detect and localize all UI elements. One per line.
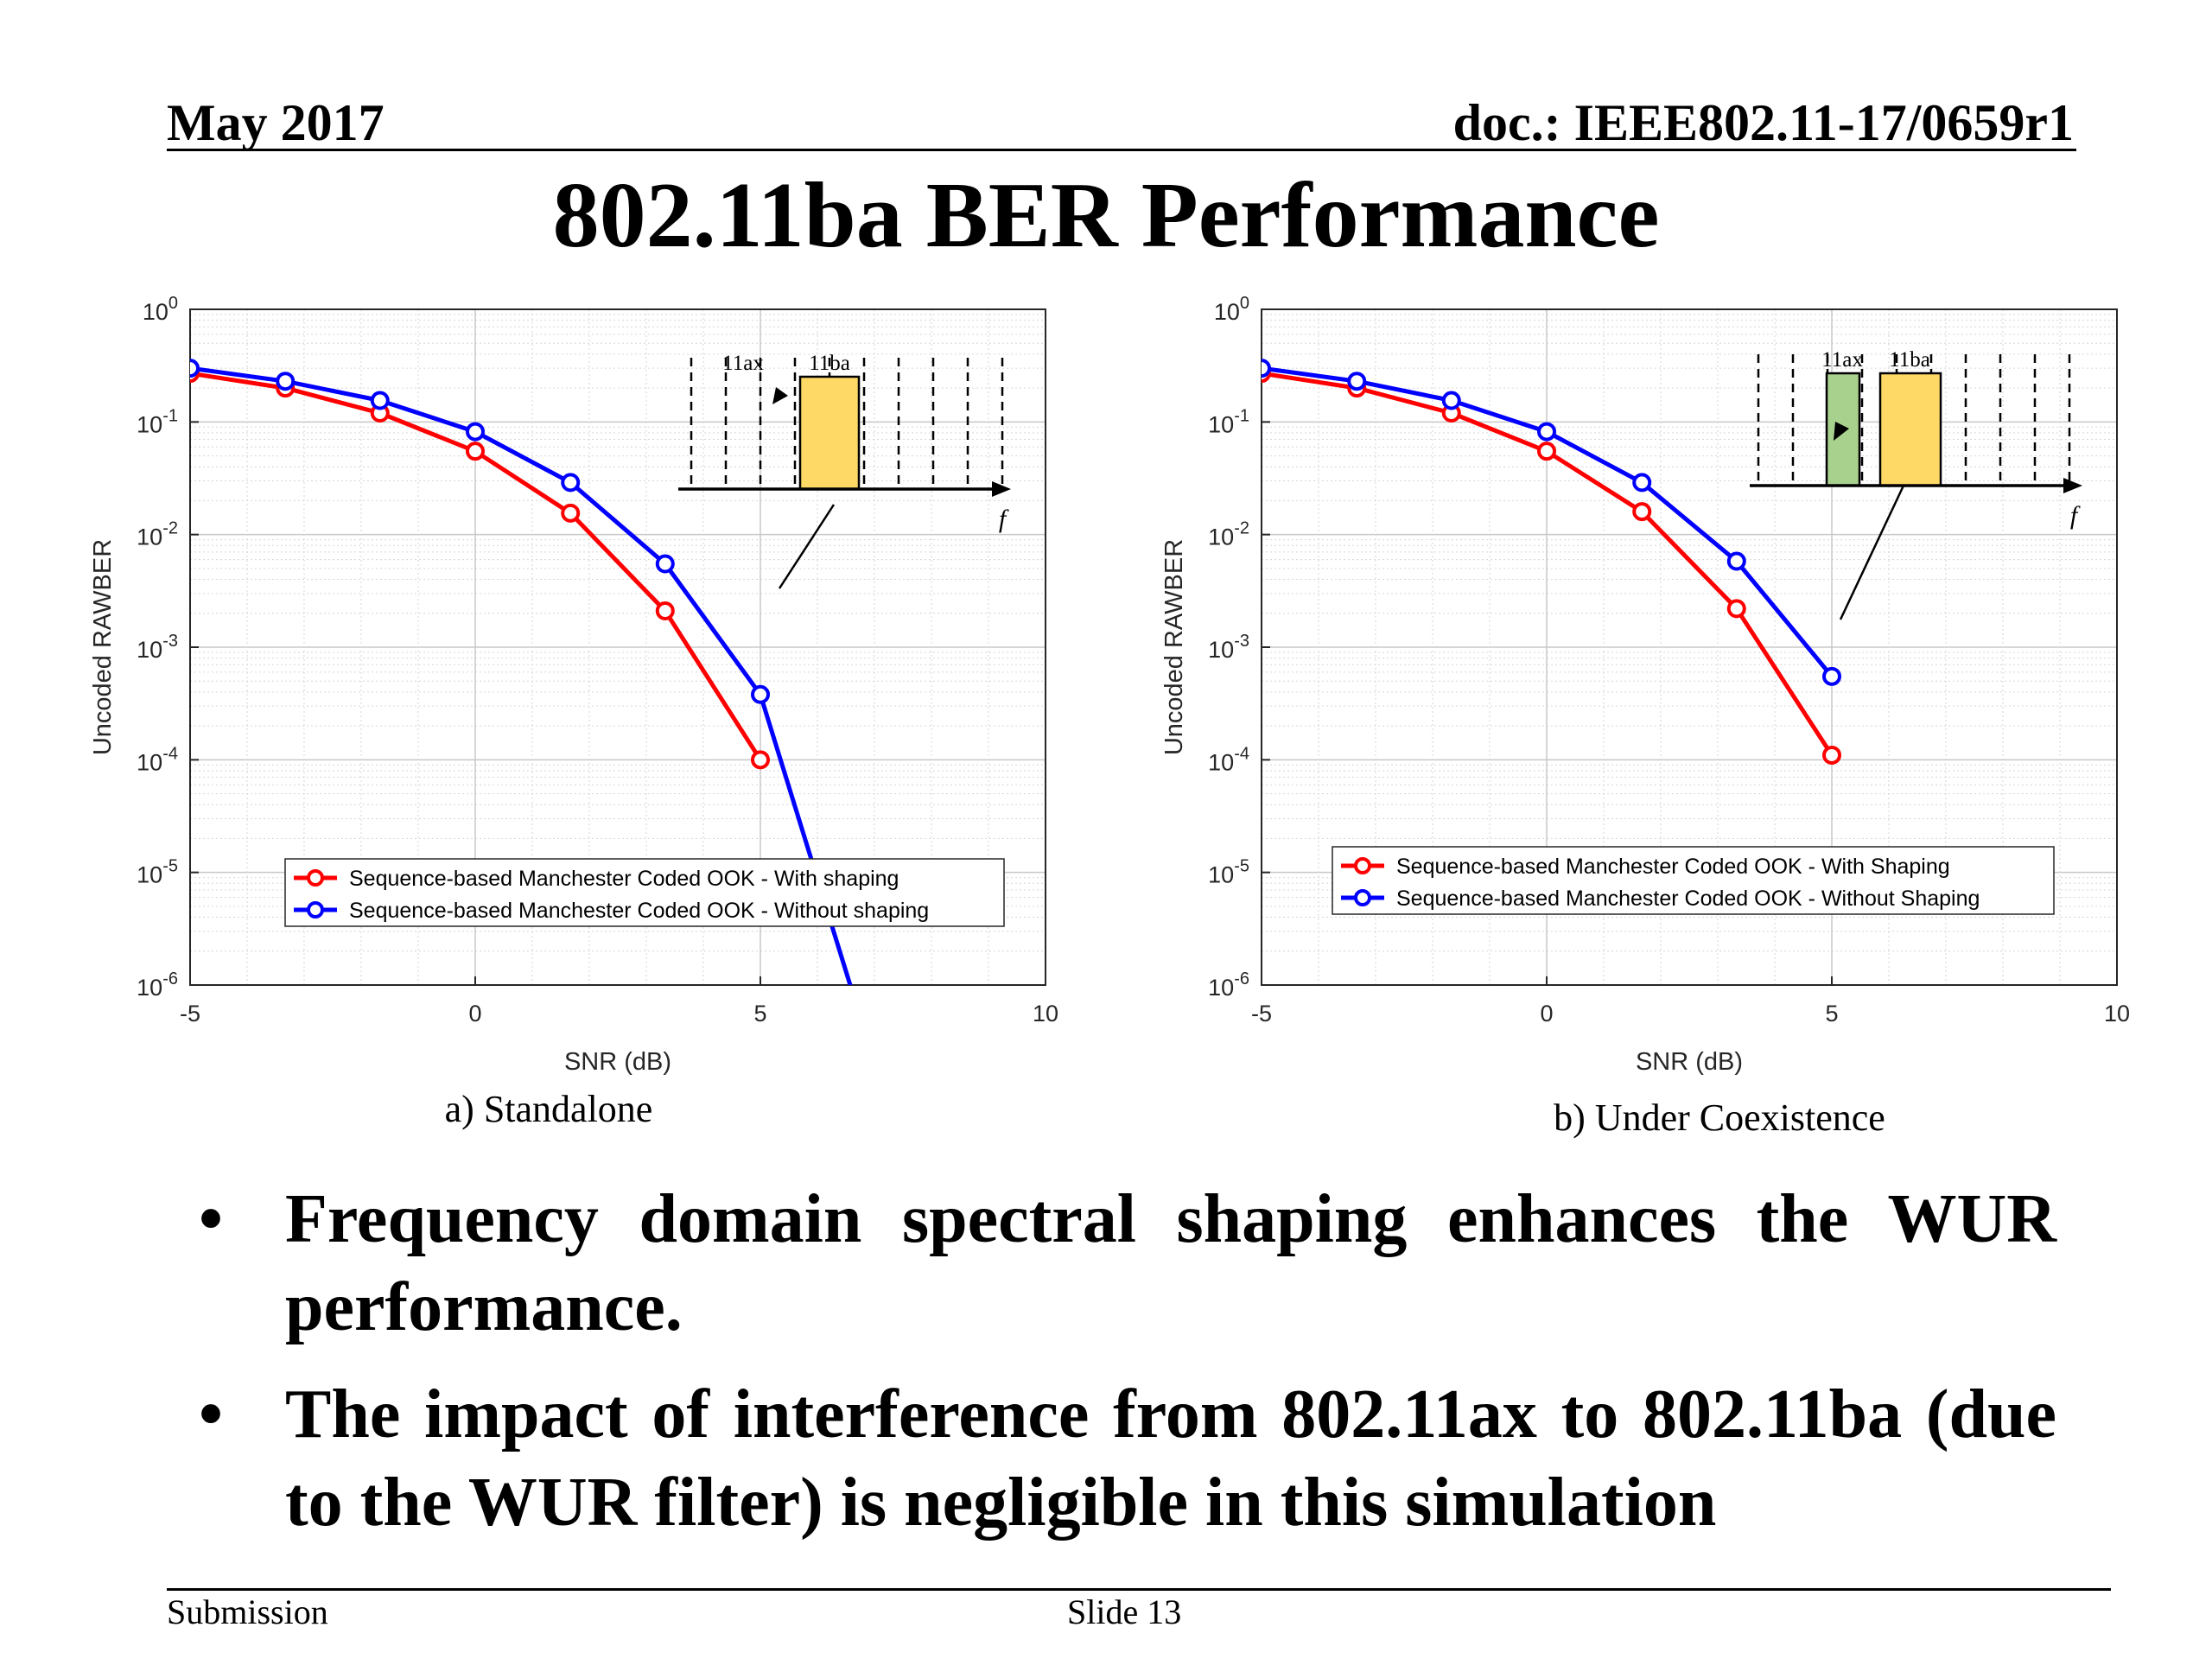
bullet-text: The impact of interference from 802.11ax…: [285, 1376, 2056, 1541]
inset-arrow-head: [1834, 422, 1849, 441]
data-point: [370, 391, 390, 410]
inset-label-11ba: 11ba: [809, 352, 850, 375]
data-point: [751, 684, 770, 704]
chart-caption: a) Standalone: [445, 1088, 653, 1130]
bullet-text: Frequency domain spectral shaping enhanc…: [285, 1181, 2056, 1345]
plot-area: [190, 359, 853, 985]
header-rule: [167, 149, 2076, 151]
x-tick-label: -5: [180, 1001, 200, 1027]
bullet-list: • Frequency domain spectral shaping enha…: [199, 1175, 2056, 1566]
series-line-without-shaping: [190, 365, 853, 985]
y-tick-label: 10-5: [137, 857, 178, 888]
data-point: [1822, 666, 1841, 686]
data-point: [1632, 473, 1652, 493]
inset-arrow-head: [772, 387, 788, 404]
band-11ba: [1878, 372, 1942, 487]
inset-arrow-line: [778, 504, 836, 589]
data-point: [1726, 551, 1746, 571]
legend: Sequence-based Manchester Coded OOK - Wi…: [284, 858, 1005, 927]
legend-label: Sequence-based Manchester Coded OOK - Wi…: [1396, 855, 1950, 879]
legend-box: [1332, 846, 2055, 915]
legend-swatch-marker: [1354, 857, 1371, 874]
data-point: [466, 422, 485, 442]
data-point: [655, 554, 675, 574]
x-tick-label: 5: [753, 1001, 766, 1027]
y-tick-label: 10-3: [1208, 632, 1249, 663]
y-tick-label: 10-6: [1208, 969, 1249, 1001]
legend: Sequence-based Manchester Coded OOK - Wi…: [1332, 846, 2055, 915]
y-tick-label: 10-1: [1208, 406, 1249, 437]
x-tick-label: -5: [1251, 1001, 1272, 1027]
y-tick-label: 10-1: [137, 406, 178, 437]
legend-box: [284, 858, 1005, 927]
inset-label-11ax: 11ax: [722, 352, 764, 375]
plot-area: [1262, 359, 1841, 765]
data-point: [466, 442, 485, 461]
frequency-axis-arrowhead: [2063, 478, 2082, 493]
data-point: [561, 503, 581, 523]
y-tick-label: 10-4: [137, 744, 178, 775]
data-point: [655, 601, 675, 621]
spectrum-inset: 11ax 11ba f: [678, 352, 1011, 589]
legend-label: Sequence-based Manchester Coded OOK - Wi…: [349, 867, 899, 891]
x-tick-label: 10: [2104, 1001, 2130, 1027]
x-tick-label: 0: [468, 1001, 481, 1027]
chart-standalone: -5 0 5 10 100 10-1 10-2 10-3 10-4 10-5 10-6 SNR (dB…: [89, 294, 1058, 1130]
frequency-axis-arrowhead: [992, 481, 1011, 497]
x-tick-label: 10: [1033, 1001, 1058, 1027]
bullet-icon: •: [199, 1181, 224, 1257]
legend-swatch-marker: [307, 869, 324, 887]
y-tick-label: 100: [1214, 294, 1249, 325]
y-tick-label: 10-5: [1208, 857, 1249, 888]
data-point: [1537, 422, 1556, 442]
data-point: [1347, 372, 1367, 391]
legend-swatch-marker: [1354, 889, 1371, 906]
data-point: [1441, 391, 1461, 410]
inset-label-11ax: 11ax: [1821, 348, 1863, 372]
frequency-axis-label: f: [2070, 501, 2081, 530]
data-point: [190, 359, 200, 378]
header-doc-id: doc.: IEEE802.11-17/0659r1: [1452, 94, 2074, 151]
x-axis-label: SNR (dB): [1636, 1048, 1743, 1076]
data-point: [1537, 442, 1556, 461]
y-axis-label: Uncoded RAWBER: [89, 539, 117, 755]
legend-label: Sequence-based Manchester Coded OOK - Wi…: [349, 899, 929, 923]
y-tick-label: 10-2: [137, 519, 178, 550]
y-tick-label: 10-4: [1208, 744, 1249, 775]
bullet-icon: •: [199, 1376, 224, 1452]
footer-rule: [167, 1588, 2111, 1591]
inset-arrow-line: [1839, 485, 1905, 620]
footer-slide-number: Slide 13: [1067, 1592, 1182, 1631]
data-point: [561, 473, 581, 493]
chart-caption: b) Under Coexistence: [1554, 1096, 1885, 1139]
footer-submission: Submission: [167, 1592, 328, 1631]
spectrum-inset: 11ax 11ba f: [1750, 348, 2082, 620]
slide-title: 802.11ba BER Performance: [552, 164, 1660, 267]
data-point: [1632, 502, 1652, 522]
x-axis-label: SNR (dB): [564, 1048, 671, 1076]
bullet-item: • The impact of interference from 802.11…: [199, 1370, 2056, 1547]
frequency-axis-label: f: [999, 505, 1009, 533]
x-tick-label: 5: [1825, 1001, 1838, 1027]
legend-label: Sequence-based Manchester Coded OOK - Wi…: [1396, 887, 1980, 911]
y-tick-label: 10-6: [137, 969, 178, 1001]
chart-coexistence: -5 0 5 10 100 10-1 10-2 10-3 10-4 10-5 10-6 SNR (dB…: [1160, 294, 2130, 1139]
data-point: [751, 750, 770, 770]
y-tick-label: 100: [143, 294, 178, 325]
inset-label-11ba: 11ba: [1889, 348, 1930, 372]
data-point: [1726, 599, 1746, 619]
band-11ba: [798, 375, 861, 491]
x-tick-label: 0: [1540, 1001, 1553, 1027]
header-date: May 2017: [167, 94, 385, 151]
y-tick-label: 10-2: [1208, 519, 1249, 550]
data-point: [1822, 745, 1841, 765]
y-axis-label: Uncoded RAWBER: [1160, 539, 1188, 755]
data-point: [276, 372, 296, 391]
y-tick-label: 10-3: [137, 632, 178, 663]
bullet-item: • Frequency domain spectral shaping enha…: [199, 1175, 2056, 1351]
legend-swatch-marker: [307, 901, 324, 918]
data-point: [1262, 359, 1271, 378]
